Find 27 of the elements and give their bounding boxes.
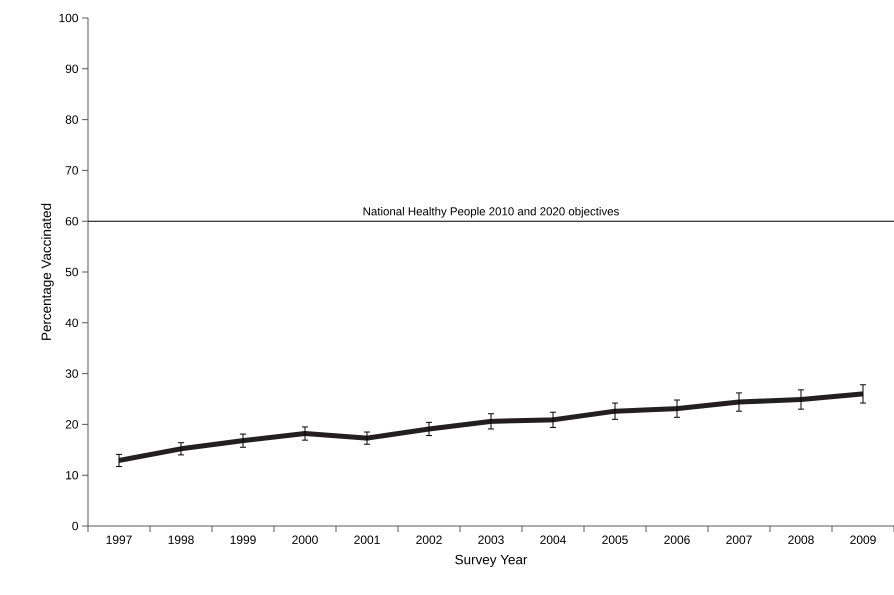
- y-axis-title: Percentage Vaccinated: [41, 204, 54, 340]
- x-tick-label: 2006: [664, 536, 690, 544]
- y-tick-label: 40: [65, 318, 78, 328]
- y-tick-label: 10: [66, 470, 78, 480]
- x-tick-label: 1999: [230, 536, 256, 544]
- y-tick-label: 90: [66, 64, 78, 74]
- x-tick-label: 2007: [726, 536, 752, 544]
- x-tick-label: 2001: [354, 536, 380, 544]
- x-tick-label: 1998: [168, 536, 194, 544]
- y-tick-label: 50: [66, 268, 78, 276]
- y-tick-label: 70: [66, 166, 78, 175]
- x-tick-label: 2002: [416, 536, 442, 544]
- x-tick-label: 2000: [292, 536, 318, 544]
- x-tick-label: 2008: [788, 536, 814, 544]
- y-tick-label: 0: [72, 522, 78, 530]
- x-tick-label: 1997: [106, 536, 132, 544]
- x-tick-label: 2004: [540, 536, 566, 544]
- x-axis-title: Survey Year: [455, 554, 528, 568]
- y-tick-label: 30: [66, 369, 78, 378]
- y-tick-label: 80: [66, 115, 78, 124]
- x-tick-label: 2003: [478, 536, 504, 544]
- y-tick-label: 20: [66, 420, 78, 429]
- ref-line-label: National Healthy People 2010 and 2020 objectives: [364, 207, 619, 218]
- y-tick-label: 100: [59, 14, 78, 22]
- x-tick-label: 2005: [602, 536, 628, 544]
- y-tick-label: 60: [66, 216, 78, 226]
- x-tick-label: 2009: [850, 536, 876, 544]
